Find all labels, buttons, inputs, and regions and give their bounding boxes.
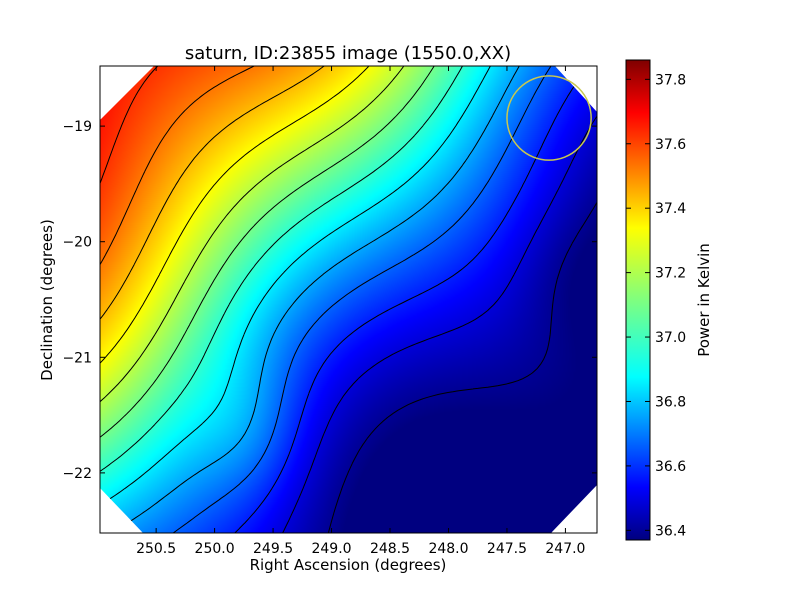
y-tick-label: −19	[62, 119, 92, 135]
contour-line-37.2	[100, 66, 405, 403]
plot-frame	[99, 65, 598, 534]
x-axis-ticks: 250.5 250.0 249.5 249.0 248.5 248.0 247.5 247.0	[136, 66, 585, 557]
source-marker-circle	[506, 75, 592, 161]
contour-line-36.7	[172, 66, 552, 533]
y-axis-label: Declination (degrees)	[38, 219, 56, 381]
contour-line-36.8	[111, 66, 520, 533]
contour-line-37	[100, 66, 463, 472]
chart-title: saturn, ID:23855 image (1550.0,XX)	[185, 43, 511, 64]
colorbar-tick-label: 37.2	[655, 266, 686, 282]
colorbar-ticks: 36.4 36.6 36.8 37.0 37.2 37.4 37.6 37.8	[626, 72, 686, 539]
contour-lines	[100, 66, 597, 533]
colorbar-tick-label: 37.0	[655, 330, 686, 346]
contour-line-37.6	[100, 66, 159, 184]
x-tick-label: 248.5	[370, 541, 410, 557]
colorbar: 36.4 36.6 36.8 37.0 37.2 37.4 37.6 37.8 Power i…	[625, 59, 713, 541]
colorbar-tick-label: 37.8	[655, 72, 686, 88]
contour-line-36.5	[282, 115, 597, 533]
colorbar-tick-label: 36.4	[655, 523, 686, 539]
x-tick-label: 250.5	[136, 541, 176, 557]
contour-line-37.5	[100, 66, 255, 265]
x-tick-label: 250.0	[195, 541, 235, 557]
x-tick-label: 247.5	[487, 541, 527, 557]
contour-line-37.3	[100, 66, 370, 364]
plot-area: 250.5 250.0 249.5 249.0 248.5 248.0 247.5 247.0…	[62, 65, 598, 557]
colorbar-tick-label: 37.4	[655, 201, 686, 217]
y-tick-label: −22	[62, 466, 92, 482]
contour-line-36.9	[100, 66, 491, 506]
y-tick-label: −21	[62, 350, 92, 366]
colorbar-tick-label: 36.6	[655, 459, 686, 475]
colorbar-label: Power in Kelvin	[695, 243, 713, 357]
y-tick-label: −20	[62, 235, 92, 251]
x-tick-label: 247.0	[545, 541, 585, 557]
colorbar-tick-label: 37.6	[655, 137, 686, 153]
contour-line-37.4	[100, 66, 325, 320]
contour-line-37.1	[100, 66, 435, 438]
x-axis-label: Right Ascension (degrees)	[250, 556, 447, 574]
colorbar-tick-label: 36.8	[655, 394, 686, 410]
contour-line-36.4	[327, 202, 597, 533]
colorbar-gradient	[625, 59, 651, 541]
y-axis-ticks: −19 −20 −21 −22	[62, 119, 597, 482]
heatmap-image	[100, 66, 597, 533]
x-tick-label: 249.0	[311, 541, 351, 557]
x-tick-label: 249.5	[253, 541, 293, 557]
x-tick-label: 248.0	[428, 541, 468, 557]
